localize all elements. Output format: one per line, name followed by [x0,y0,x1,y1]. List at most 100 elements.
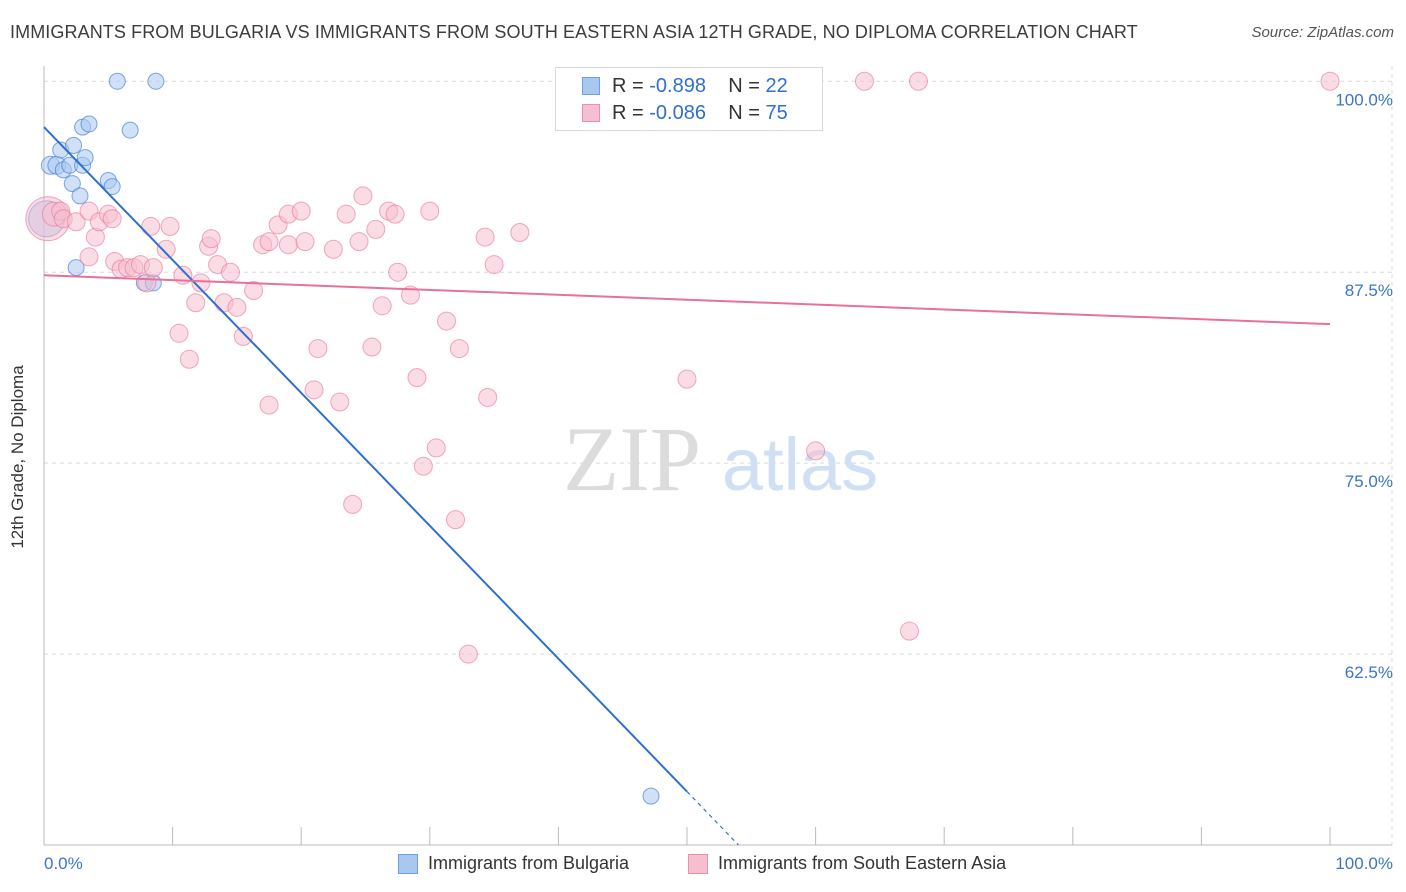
point-bulgaria [147,72,165,90]
series-swatch-sea [688,853,708,874]
point-sea [102,209,122,229]
point-sea [484,255,504,275]
series-label-sea: Immigrants from South Eastern Asia [718,853,1007,873]
point-sea [160,216,180,236]
y-tick-label: 100.0% [1335,90,1393,109]
point-bulgaria [71,187,89,205]
series-legend: Immigrants from Bulgaria Immigrants from… [0,851,1406,877]
x-tick-label: 0.0% [44,854,83,873]
point-sea [510,222,530,242]
point-sea [259,395,279,415]
series-label-bulgaria: Immigrants from Bulgaria [428,853,630,873]
point-sea [362,337,382,357]
point-bulgaria [121,121,139,139]
point-sea [343,494,363,514]
watermark: ZIP atlas [563,408,878,510]
point-bulgaria [642,787,660,805]
y-tick-label: 75.0% [1345,472,1393,491]
point-sea [304,380,324,400]
point-sea [233,326,253,346]
trend-line-bulgaria-extension [686,791,739,846]
point-sea [385,204,405,224]
gridlines [44,66,1393,845]
point-sea [191,273,211,293]
legend-row-sea: R = -0.086 N = 75 [582,100,788,126]
point-sea [156,239,176,259]
point-sea [1320,71,1340,91]
legend-n-label: N = [728,101,760,124]
point-sea [449,339,469,359]
trend-line-sea [43,274,1331,326]
point-sea [227,297,247,317]
point-sea [458,644,478,664]
point-sea [372,296,392,316]
legend-n-label: N = [728,74,760,97]
watermark-zip: ZIP [563,408,701,510]
point-sea [295,232,315,252]
series-legend-sea[interactable]: Immigrants from South Eastern Asia [688,853,1006,874]
legend-r-value-bulgaria: -0.898 [649,74,706,97]
point-sea [141,216,161,236]
point-sea [186,293,206,313]
point-sea [388,262,408,282]
point-sea [291,201,311,221]
legend-n-value-bulgaria: 22 [765,74,788,97]
legend-r-label: R = [612,74,644,97]
data-points [25,71,1340,805]
point-bulgaria [76,149,94,167]
watermark-atlas: atlas [722,423,878,506]
point-sea [366,219,386,239]
point-sea [169,323,189,343]
point-sea [677,369,697,389]
point-sea [413,456,433,476]
y-axis-label: 12th Grade, No Diploma [8,365,27,549]
legend-swatch-bulgaria [582,77,600,95]
chart-title: IMMIGRANTS FROM BULGARIA VS IMMIGRANTS F… [10,22,1138,42]
legend-r-value-sea: -0.086 [649,101,706,124]
point-sea [79,247,99,267]
y-tick-label: 87.5% [1345,281,1393,300]
point-sea [353,186,373,206]
point-sea [244,281,264,301]
point-sea [220,262,240,282]
point-sea [323,239,343,259]
point-sea [899,621,919,641]
point-bulgaria [108,72,126,90]
point-sea [407,368,427,388]
point-bulgaria [63,175,81,193]
point-bulgaria [65,136,83,154]
point-sea [278,235,298,255]
point-sea [426,438,446,458]
point-sea [349,232,369,252]
trend-lines [43,126,1331,846]
point-sea [259,232,279,252]
point-sea [66,212,86,232]
legend-row-bulgaria: R = -0.898 N = 22 [582,73,788,99]
legend-n-value-sea: 75 [765,101,788,124]
point-sea [446,510,466,530]
point-sea [330,392,350,412]
point-sea [420,201,440,221]
y-tick-label: 62.5% [1345,663,1393,682]
tick-labels: 100.0% 87.5% 75.0% 62.5% 0.0% 100.0% [44,90,1393,873]
point-sea [179,349,199,369]
point-sea [143,258,163,278]
series-legend-bulgaria[interactable]: Immigrants from Bulgaria [398,853,629,874]
axes [43,66,1392,846]
correlation-legend: R = -0.898 N = 22 R = -0.086 N = 75 [555,67,823,131]
point-bulgaria [80,115,98,133]
point-bulgaria [103,178,121,196]
point-sea [908,71,928,91]
legend-swatch-sea [582,104,600,122]
point-sea [854,71,874,91]
point-sea [401,285,421,305]
legend-r-label: R = [612,101,644,124]
point-sea [308,339,328,359]
x-tick-label: 100.0% [1335,854,1393,873]
point-sea [806,441,826,461]
point-sea [201,229,221,249]
point-sea [478,387,498,407]
series-swatch-bulgaria [398,853,418,874]
source-label: Source: ZipAtlas.com [1251,24,1394,41]
